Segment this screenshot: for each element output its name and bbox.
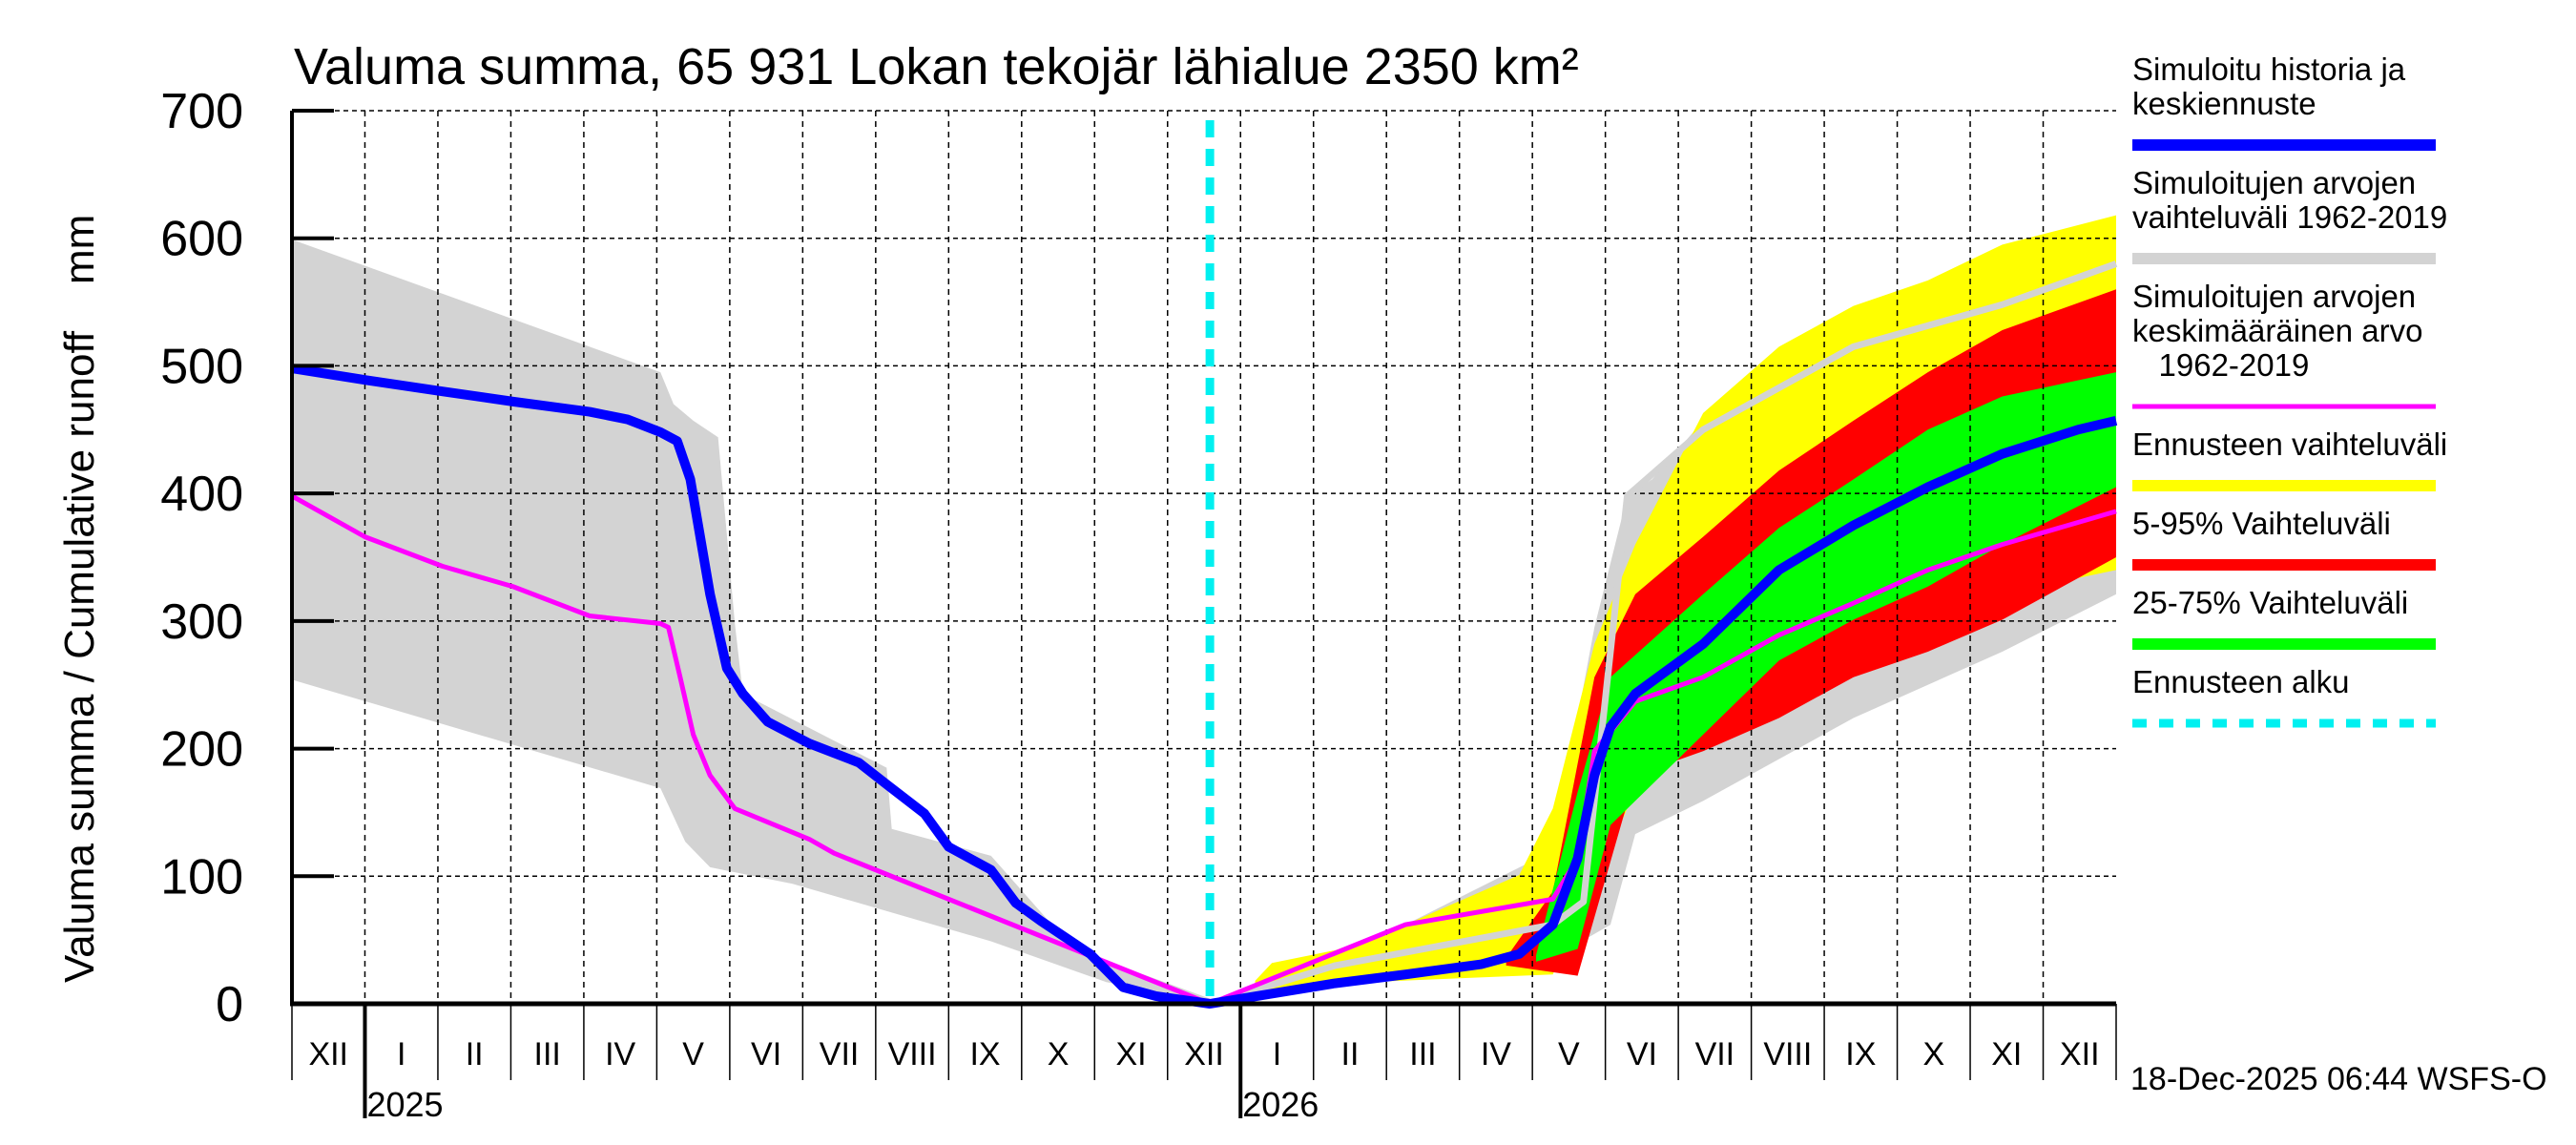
bands-layer bbox=[292, 215, 2116, 1005]
series-line-sim-range-line bbox=[1209, 260, 2118, 1008]
legend-item: Ennusteen alku bbox=[2132, 664, 2436, 728]
series-line-sim-mean bbox=[290, 493, 2117, 1007]
legend-label: Simuloitujen arvojen bbox=[2132, 165, 2416, 200]
legend-label: Ennusteen vaihteluväli bbox=[2132, 427, 2447, 462]
month-label: II bbox=[1341, 1036, 1360, 1072]
legend-label: vaihteluväli 1962-2019 bbox=[2132, 199, 2447, 235]
y-tick-label: 200 bbox=[160, 722, 243, 778]
month-label: II bbox=[466, 1036, 484, 1072]
year-label: 2026 bbox=[1242, 1085, 1319, 1124]
month-label: I bbox=[397, 1036, 405, 1072]
month-label: VII bbox=[1695, 1036, 1735, 1072]
y-tick-label: 300 bbox=[160, 594, 243, 650]
month-label: IX bbox=[1845, 1036, 1876, 1072]
month-label: XII bbox=[2060, 1036, 2100, 1072]
band-history-band-0 bbox=[292, 239, 1211, 1005]
legend: Simuloitu historia jakeskiennusteSimuloi… bbox=[2132, 52, 2447, 728]
month-label: V bbox=[1558, 1036, 1580, 1072]
lines-layer bbox=[290, 120, 2118, 1009]
month-label: VII bbox=[820, 1036, 860, 1072]
grid-layer bbox=[292, 110, 2116, 1004]
legend-item: 5-95% Vaihteluväli bbox=[2132, 506, 2436, 571]
month-label: VI bbox=[1627, 1036, 1657, 1072]
month-label: IV bbox=[1481, 1036, 1511, 1072]
month-label: III bbox=[534, 1036, 561, 1072]
y-axis-label: Valuma summa / Cumulative runoff mm bbox=[56, 215, 103, 983]
month-label: III bbox=[1409, 1036, 1436, 1072]
y-tick-label: 500 bbox=[160, 339, 243, 394]
month-label: XII bbox=[308, 1036, 348, 1072]
legend-label: 5-95% Vaihteluväli bbox=[2132, 506, 2391, 541]
month-label: X bbox=[1922, 1036, 1944, 1072]
month-label: XI bbox=[1991, 1036, 2022, 1072]
chart-title: Valuma summa, 65 931 Lokan tekojär lähia… bbox=[294, 38, 1579, 95]
month-label: V bbox=[682, 1036, 704, 1072]
month-label: VIII bbox=[888, 1036, 937, 1072]
month-label: VI bbox=[751, 1036, 781, 1072]
month-label: XII bbox=[1184, 1036, 1224, 1072]
legend-label: 1962-2019 bbox=[2132, 347, 2309, 383]
legend-label: keskimääräinen arvo bbox=[2132, 313, 2422, 348]
legend-item: Ennusteen vaihteluväli bbox=[2132, 427, 2447, 491]
legend-label: keskiennuste bbox=[2132, 86, 2316, 121]
legend-label: Simuloitu historia ja bbox=[2132, 52, 2406, 87]
month-label: XI bbox=[1115, 1036, 1146, 1072]
month-label: IV bbox=[605, 1036, 635, 1072]
month-label: X bbox=[1048, 1036, 1070, 1072]
timestamp: 18-Dec-2025 06:44 WSFS-O bbox=[2130, 1061, 2547, 1097]
month-label: IX bbox=[969, 1036, 1000, 1072]
y-tick-label: 400 bbox=[160, 467, 243, 522]
legend-label: Ennusteen alku bbox=[2132, 664, 2350, 699]
legend-label: Simuloitujen arvojen bbox=[2132, 279, 2416, 314]
y-tick-label: 700 bbox=[160, 84, 243, 139]
year-label: 2025 bbox=[366, 1085, 443, 1124]
legend-label: 25-75% Vaihteluväli bbox=[2132, 585, 2408, 620]
series-line-sim-median bbox=[291, 364, 2118, 1009]
y-tick-label: 0 bbox=[216, 977, 243, 1032]
y-tick-label: 100 bbox=[160, 849, 243, 905]
y-tick-label: 600 bbox=[160, 212, 243, 267]
legend-item: 25-75% Vaihteluväli bbox=[2132, 585, 2436, 650]
month-label: I bbox=[1273, 1036, 1281, 1072]
month-label: VIII bbox=[1763, 1036, 1812, 1072]
band-p25-75-4 bbox=[1535, 372, 2116, 962]
